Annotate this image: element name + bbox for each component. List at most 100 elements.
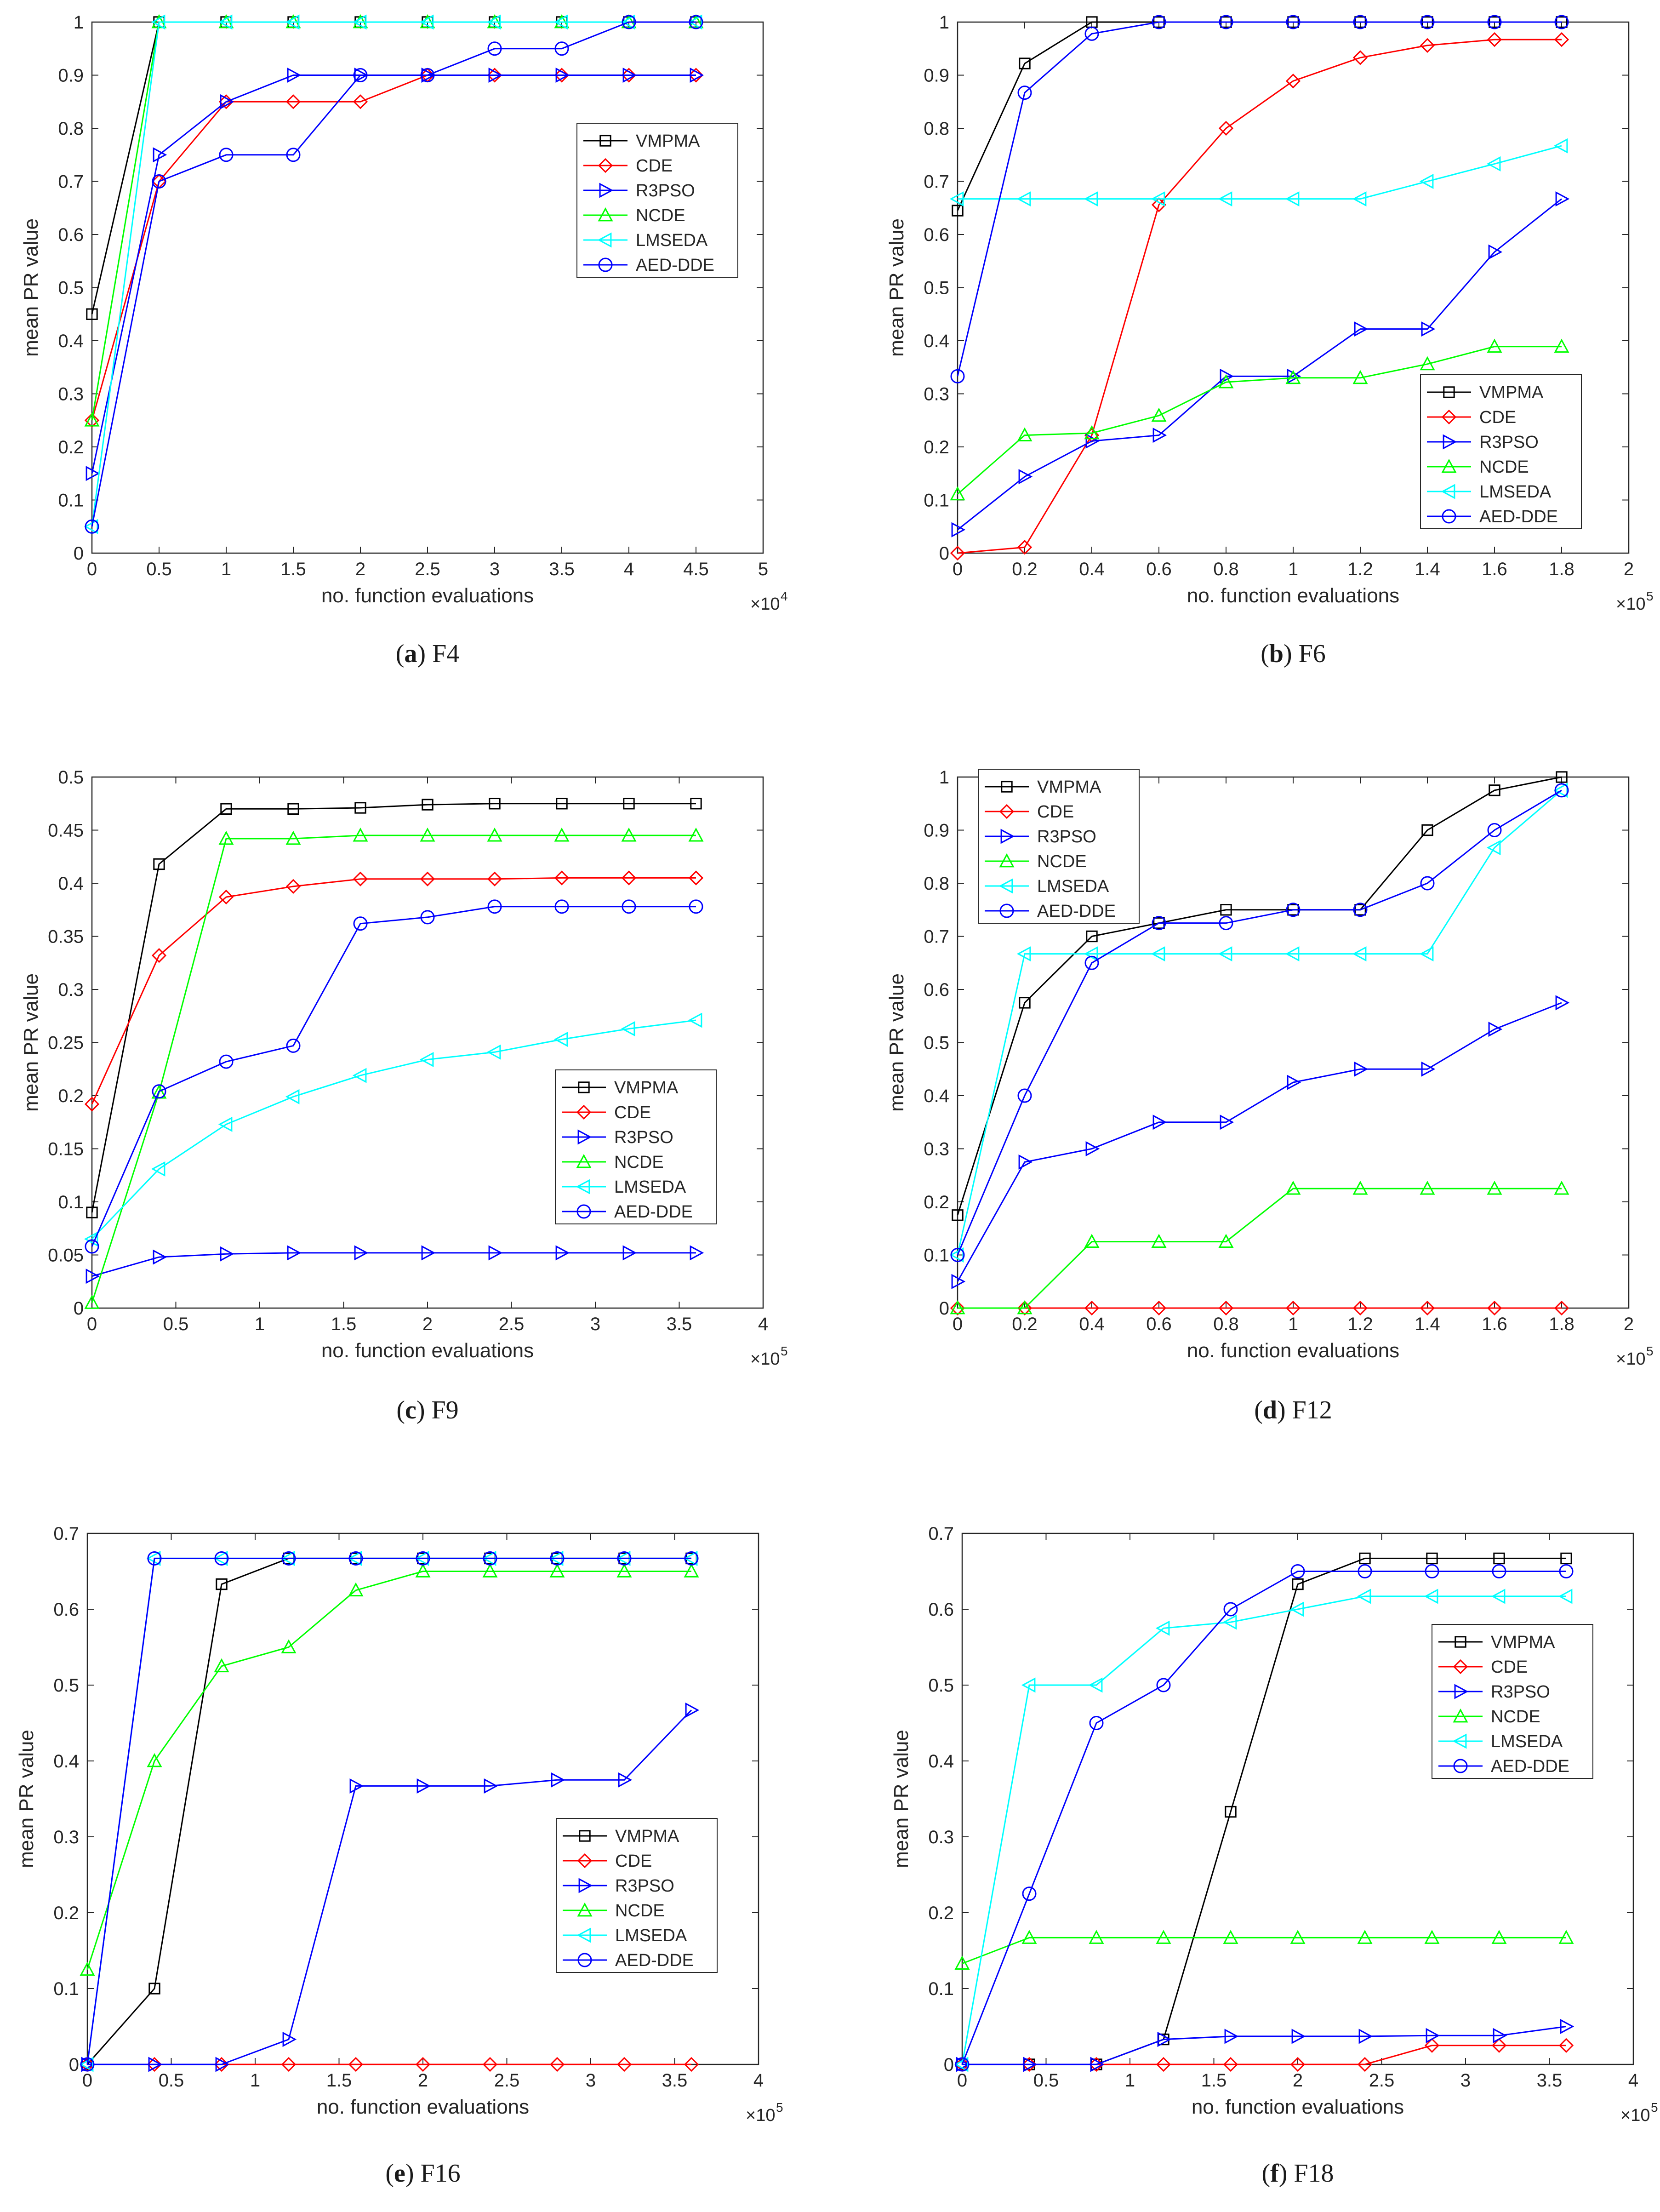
x-tick-label: 1.8 bbox=[1549, 559, 1574, 579]
data-point bbox=[1152, 916, 1166, 931]
data-point bbox=[84, 519, 98, 534]
panel-caption: (d) F12 bbox=[1254, 1396, 1332, 1424]
data-point bbox=[950, 486, 965, 501]
series-ncde bbox=[80, 1563, 699, 1976]
data-point bbox=[348, 1551, 363, 1566]
legend-marker bbox=[598, 257, 613, 272]
data-point bbox=[1353, 15, 1368, 29]
data-point bbox=[949, 191, 964, 207]
data-point bbox=[1023, 2057, 1038, 2072]
x-tick-label: 1 bbox=[1288, 1314, 1298, 1334]
data-point bbox=[1021, 2057, 1037, 2072]
legend-label: LMSEDA bbox=[1037, 877, 1109, 896]
caption-name: F16 bbox=[421, 2159, 461, 2188]
x-tick-label: 1.2 bbox=[1347, 1314, 1373, 1334]
series-line bbox=[91, 835, 696, 1303]
data-point bbox=[153, 1249, 167, 1265]
data-point bbox=[482, 1563, 498, 1578]
data-point bbox=[1022, 1886, 1037, 1901]
series-r3pso bbox=[951, 191, 1570, 537]
data-point bbox=[483, 1551, 497, 1566]
chart-panel-f: 0 0.5 1 1.5 2 2.5 3 3.5 4 0 0.1 0.2 0.3 0.4 0.5 0.6 0.7 n… bbox=[890, 1524, 1658, 2188]
y-tick-label: 0 bbox=[944, 2055, 954, 2075]
data-point bbox=[286, 148, 301, 162]
data-point bbox=[1556, 771, 1568, 783]
series-line bbox=[91, 21, 696, 527]
data-point bbox=[1156, 1678, 1171, 1692]
x-tick-label: 2.5 bbox=[1369, 2070, 1395, 2091]
legend: VMPMA CDE R3PSO NCDE LMSEDA AED-DDE bbox=[1420, 374, 1582, 529]
data-point bbox=[415, 1563, 431, 1578]
data-point bbox=[487, 827, 502, 842]
legend-label: VMPMA bbox=[636, 131, 700, 151]
legend: VMPMA CDE R3PSO NCDE LMSEDA AED-DDE bbox=[978, 769, 1140, 924]
legend-marker bbox=[576, 1927, 591, 1943]
data-point bbox=[1420, 15, 1435, 29]
data-point bbox=[147, 1551, 162, 1566]
x-tick-label: 0.2 bbox=[1012, 1314, 1038, 1334]
legend-marker bbox=[1442, 509, 1456, 524]
x-tick-label: 4 bbox=[758, 1314, 768, 1334]
x-tick-label: 0.4 bbox=[1079, 1314, 1105, 1334]
data-point bbox=[555, 1245, 570, 1261]
legend-marker bbox=[1441, 458, 1457, 473]
data-point bbox=[84, 413, 100, 428]
series-line bbox=[962, 2026, 1567, 2065]
legend-label: NCDE bbox=[1037, 852, 1087, 871]
data-point bbox=[1421, 321, 1436, 337]
data-point bbox=[689, 899, 703, 914]
data-point bbox=[622, 67, 637, 83]
data-point bbox=[553, 1032, 568, 1047]
data-point bbox=[1155, 1620, 1170, 1636]
caption-close-paren: ) bbox=[405, 2159, 421, 2188]
data-point bbox=[1018, 1154, 1033, 1170]
data-point bbox=[285, 879, 301, 894]
data-point bbox=[1493, 1552, 1505, 1565]
data-point bbox=[621, 827, 637, 842]
data-point bbox=[954, 1955, 970, 1970]
caption-close-paren: ) bbox=[417, 640, 432, 668]
legend-marker bbox=[1455, 1636, 1466, 1648]
panel-caption: (b) F6 bbox=[1261, 640, 1326, 668]
x-tick-label: 4 bbox=[1628, 2070, 1638, 2091]
data-point bbox=[1420, 1300, 1435, 1316]
data-point bbox=[950, 369, 965, 383]
data-point bbox=[487, 68, 502, 83]
data-point bbox=[1419, 173, 1434, 189]
data-point bbox=[1017, 1088, 1032, 1103]
data-point bbox=[79, 2057, 94, 2072]
legend-marker bbox=[576, 1104, 592, 1120]
data-point bbox=[554, 827, 570, 842]
data-point bbox=[1558, 1930, 1574, 1944]
data-point bbox=[1420, 38, 1435, 53]
data-point bbox=[420, 827, 435, 842]
data-point bbox=[688, 1012, 702, 1028]
series-ncde bbox=[950, 338, 1569, 501]
y-tick-label: 0 bbox=[939, 543, 949, 564]
legend-label: R3PSO bbox=[615, 1876, 674, 1896]
data-point bbox=[421, 1245, 436, 1261]
data-point bbox=[1286, 903, 1301, 917]
data-point bbox=[1285, 191, 1300, 207]
x-exponent-power: 5 bbox=[1646, 589, 1654, 603]
data-point bbox=[484, 1778, 498, 1794]
series-line bbox=[958, 1188, 1562, 1309]
legend-label: NCDE bbox=[614, 1153, 664, 1172]
data-point bbox=[1560, 1552, 1572, 1565]
data-point bbox=[85, 519, 99, 534]
panel-caption: (c) F9 bbox=[396, 1396, 458, 1424]
x-tick-label: 1.4 bbox=[1415, 1314, 1440, 1334]
data-point bbox=[1156, 1930, 1171, 1944]
data-point bbox=[1219, 15, 1233, 29]
data-point bbox=[1491, 1589, 1506, 1604]
data-point bbox=[621, 870, 637, 886]
caption-letter: e bbox=[394, 2159, 405, 2188]
y-tick-label: 0.5 bbox=[928, 1675, 954, 1696]
data-point bbox=[215, 2057, 230, 2072]
data-point bbox=[1224, 2029, 1239, 2044]
x-exponent-power: 4 bbox=[781, 589, 788, 603]
legend: VMPMA CDE R3PSO NCDE LMSEDA AED-DDE bbox=[1432, 1624, 1593, 1779]
data-point bbox=[84, 1295, 100, 1309]
y-tick-label: 0.1 bbox=[58, 491, 84, 511]
data-point bbox=[1554, 1180, 1569, 1195]
